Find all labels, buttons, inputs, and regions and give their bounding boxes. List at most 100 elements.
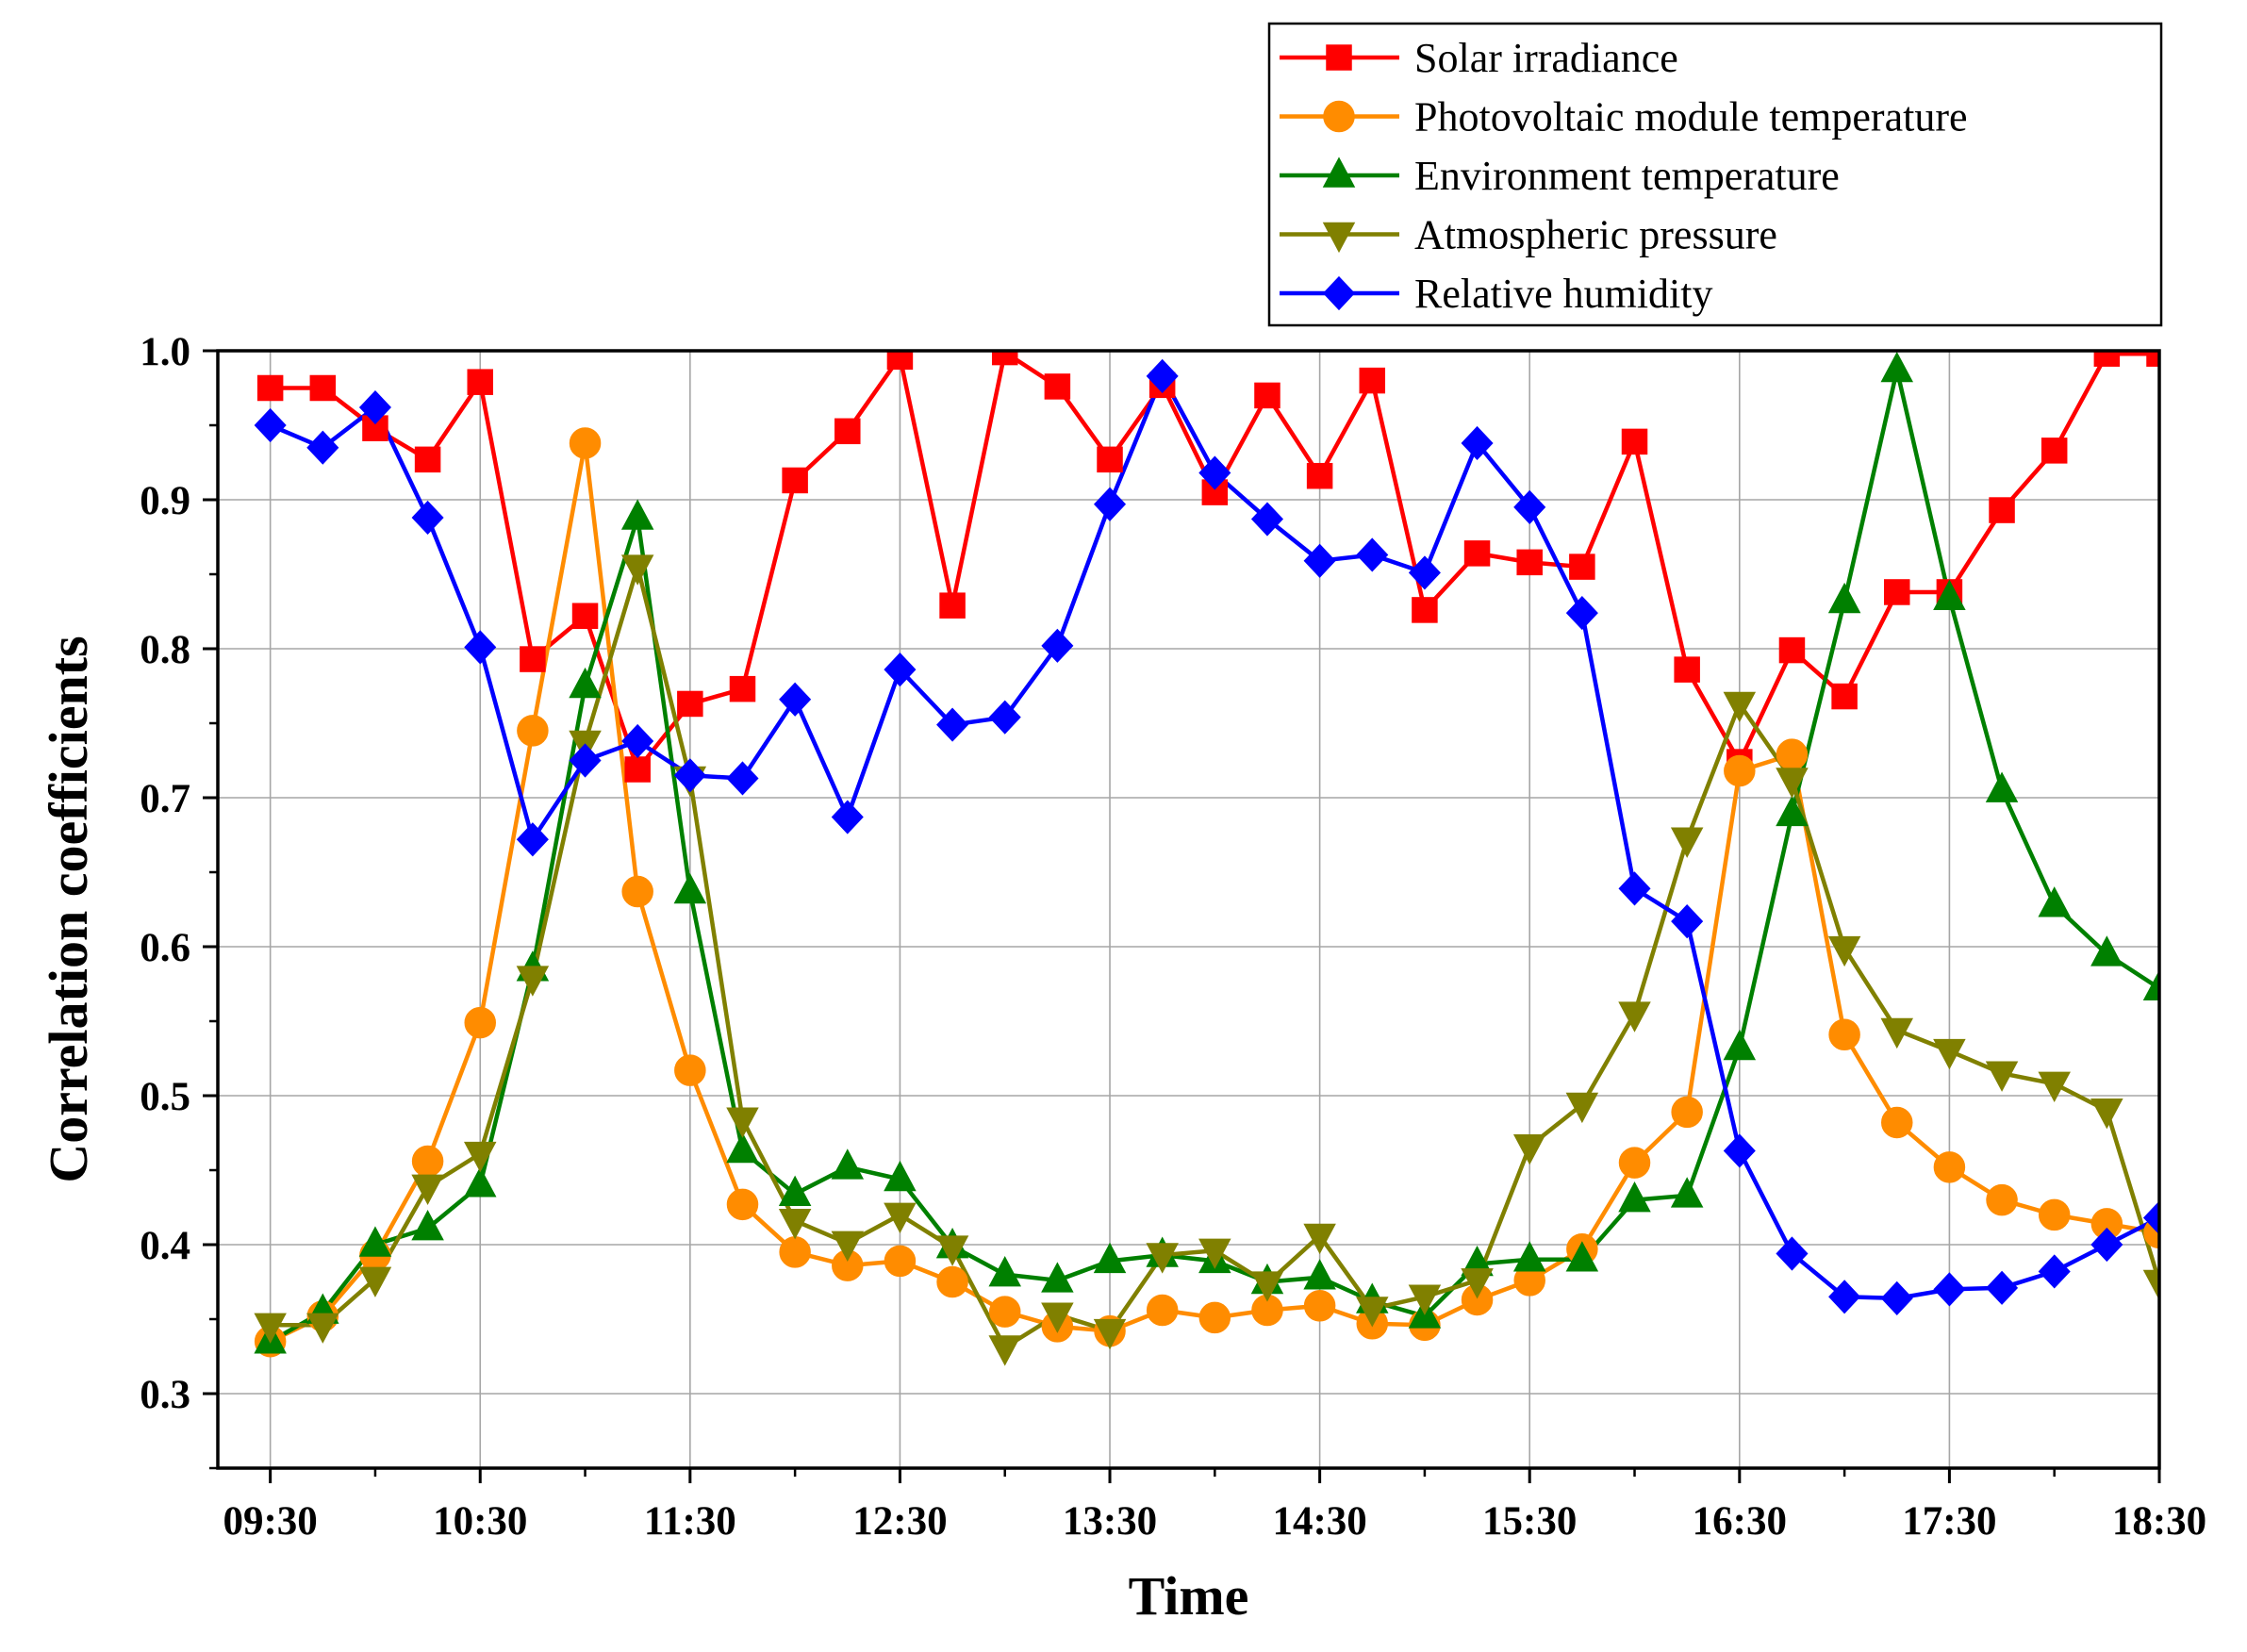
data-point-photovoltaic-module-temperature bbox=[988, 1296, 1021, 1328]
data-point-photovoltaic-module-temperature bbox=[464, 1006, 496, 1039]
y-tick-label: 0.8 bbox=[140, 628, 190, 672]
data-point-atmospheric-pressure bbox=[1041, 1302, 1074, 1333]
data-point-solar-irradiance bbox=[1989, 497, 2015, 523]
data-point-photovoltaic-module-temperature bbox=[1881, 1106, 1913, 1139]
data-point-solar-irradiance bbox=[1778, 636, 1806, 664]
data-point-solar-irradiance bbox=[1516, 549, 1543, 576]
data-point-atmospheric-pressure bbox=[2090, 1099, 2123, 1130]
series-line-atmospheric-pressure bbox=[270, 564, 2159, 1350]
data-point-atmospheric-pressure bbox=[1303, 1223, 1336, 1255]
data-point-environment-temperature bbox=[831, 1148, 865, 1180]
data-point-environment-temperature bbox=[1303, 1259, 1336, 1290]
data-point-solar-irradiance bbox=[677, 690, 703, 718]
data-point-atmospheric-pressure bbox=[1827, 935, 1861, 967]
data-point-solar-irradiance bbox=[2146, 351, 2159, 367]
y-tick-label: 0.7 bbox=[140, 777, 190, 821]
data-point-environment-temperature bbox=[569, 667, 602, 699]
data-point-atmospheric-pressure bbox=[411, 1174, 444, 1205]
data-point-relative-humidity bbox=[726, 761, 759, 796]
data-point-solar-irradiance bbox=[1463, 540, 1491, 567]
data-point-atmospheric-pressure bbox=[1723, 691, 1757, 723]
x-tick-label: 10:30 bbox=[433, 1499, 527, 1544]
data-point-photovoltaic-module-temperature bbox=[674, 1054, 706, 1086]
data-point-photovoltaic-module-temperature bbox=[1671, 1096, 1703, 1129]
series-markers-solar-irradiance bbox=[256, 351, 2159, 783]
data-point-relative-humidity bbox=[2142, 1200, 2159, 1235]
legend-item-atmospheric-pressure: Atmospheric pressure bbox=[1280, 212, 1777, 258]
data-point-environment-temperature bbox=[1041, 1262, 1074, 1293]
legend-box bbox=[1267, 22, 2163, 327]
plot-frame bbox=[216, 349, 2161, 1470]
data-point-relative-humidity bbox=[673, 758, 706, 793]
data-point-relative-humidity bbox=[1303, 543, 1336, 578]
legend-item-environment-temperature: Environment temperature bbox=[1280, 153, 1840, 199]
data-point-atmospheric-pressure bbox=[463, 1141, 497, 1173]
series-line-relative-humidity bbox=[269, 373, 2159, 1301]
data-point-environment-temperature bbox=[1776, 795, 1809, 827]
data-point-photovoltaic-module-temperature bbox=[1986, 1183, 2018, 1216]
data-point-atmospheric-pressure bbox=[1933, 1038, 1966, 1070]
data-point-environment-temperature bbox=[620, 499, 654, 530]
tick-labels: 09:30 10:30 11:30 12:30 13:30 14:30 15:30 16:30… bbox=[140, 330, 2206, 1544]
data-point-solar-irradiance bbox=[1359, 367, 1386, 394]
data-point-solar-irradiance bbox=[624, 756, 651, 783]
legend-item-photovoltaic-module-temperature: Photovoltaic module temperature bbox=[1280, 94, 1968, 140]
data-point-environment-temperature bbox=[2038, 886, 2071, 917]
data-point-solar-irradiance bbox=[1674, 656, 1700, 683]
data-point-photovoltaic-module-temperature bbox=[569, 427, 602, 459]
data-point-atmospheric-pressure bbox=[1198, 1238, 1231, 1269]
data-point-relative-humidity bbox=[411, 500, 444, 536]
data-point-solar-irradiance bbox=[2040, 438, 2068, 464]
data-point-photovoltaic-module-temperature bbox=[726, 1188, 759, 1221]
x-tick-label: 13:30 bbox=[1063, 1499, 1157, 1544]
series-line-environment-temperature bbox=[269, 368, 2159, 1344]
data-point-relative-humidity bbox=[358, 389, 391, 425]
data-point-environment-temperature bbox=[2090, 935, 2123, 966]
y-axis-title: Correlation coefficients bbox=[38, 636, 99, 1182]
data-point-relative-humidity bbox=[2090, 1227, 2123, 1263]
data-point-relative-humidity bbox=[936, 707, 969, 742]
data-point-solar-irradiance bbox=[729, 675, 756, 702]
legend: Solar irradiance Photovoltaic module temp… bbox=[1267, 22, 2163, 327]
data-point-relative-humidity bbox=[306, 430, 339, 465]
data-point-atmospheric-pressure bbox=[1565, 1092, 1599, 1124]
data-point-relative-humidity bbox=[1986, 1270, 2019, 1305]
data-point-photovoltaic-module-temperature bbox=[1146, 1294, 1179, 1327]
data-point-photovoltaic-module-temperature bbox=[621, 875, 653, 908]
data-point-photovoltaic-module-temperature bbox=[411, 1145, 444, 1178]
data-point-atmospheric-pressure bbox=[2142, 1269, 2159, 1301]
data-point-relative-humidity bbox=[831, 800, 864, 834]
data-point-relative-humidity bbox=[1408, 555, 1441, 590]
x-tick-label: 16:30 bbox=[1693, 1499, 1787, 1544]
legend-marker bbox=[1322, 157, 1356, 188]
y-tick-label: 1.0 bbox=[140, 330, 190, 374]
data-point-environment-temperature bbox=[778, 1175, 812, 1207]
data-point-relative-humidity bbox=[1146, 358, 1179, 393]
data-point-relative-humidity bbox=[254, 407, 287, 443]
x-tick-label: 09:30 bbox=[223, 1499, 317, 1544]
data-point-relative-humidity bbox=[621, 723, 654, 759]
data-point-atmospheric-pressure bbox=[726, 1107, 759, 1138]
y-tick-label: 0.9 bbox=[140, 479, 190, 523]
data-point-environment-temperature bbox=[1512, 1241, 1546, 1272]
legend-marker bbox=[1322, 222, 1356, 254]
data-point-photovoltaic-module-temperature bbox=[1198, 1301, 1231, 1334]
y-tick-label: 0.6 bbox=[140, 926, 190, 970]
grid-lines bbox=[218, 350, 2160, 1468]
data-point-atmospheric-pressure bbox=[778, 1208, 812, 1240]
data-point-relative-humidity bbox=[464, 630, 497, 665]
data-point-solar-irradiance bbox=[256, 374, 284, 402]
data-point-environment-temperature bbox=[673, 872, 707, 904]
data-point-relative-humidity bbox=[2038, 1254, 2071, 1289]
x-tick-label: 18:30 bbox=[2112, 1499, 2206, 1544]
data-point-relative-humidity bbox=[569, 743, 602, 778]
data-point-photovoltaic-module-temperature bbox=[1724, 754, 1756, 787]
data-point-relative-humidity bbox=[1933, 1272, 1966, 1307]
series-markers-atmospheric-pressure bbox=[254, 554, 2159, 1366]
data-point-solar-irradiance bbox=[571, 603, 599, 629]
data-point-atmospheric-pressure bbox=[1408, 1284, 1442, 1315]
data-point-atmospheric-pressure bbox=[358, 1266, 392, 1297]
legend-label: Environment temperature bbox=[1414, 153, 1840, 199]
data-point-photovoltaic-module-temperature bbox=[1303, 1290, 1336, 1322]
legend-label: Atmospheric pressure bbox=[1414, 212, 1777, 258]
